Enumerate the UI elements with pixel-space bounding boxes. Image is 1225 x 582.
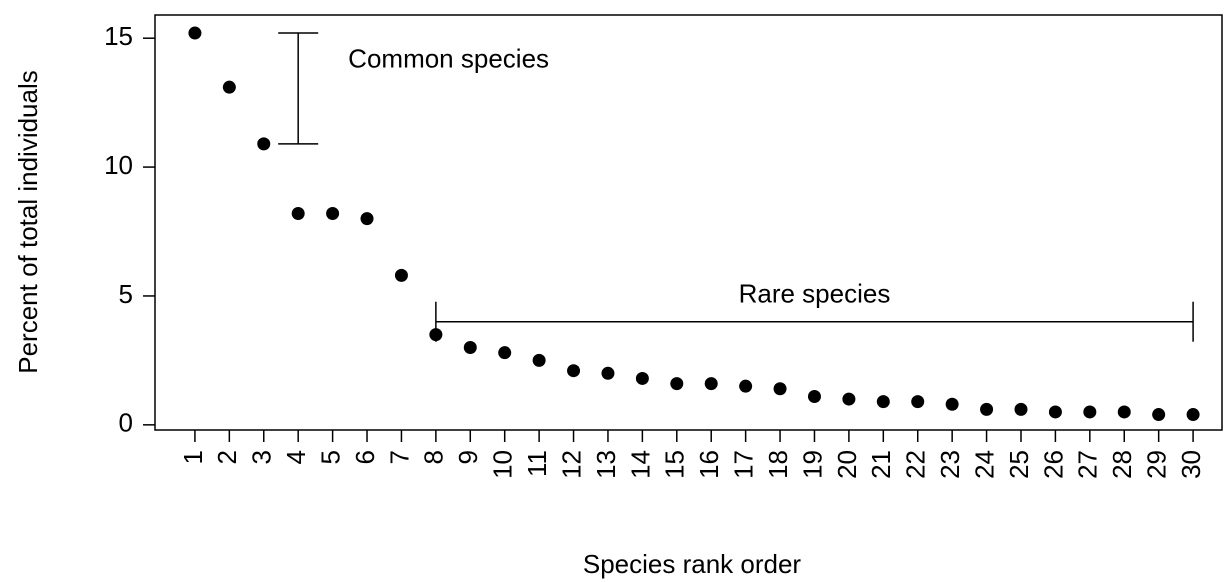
x-axis-label: Species rank order — [583, 549, 802, 579]
point — [326, 206, 340, 220]
point — [807, 389, 821, 403]
point — [1186, 408, 1200, 422]
point — [257, 137, 271, 151]
point — [532, 353, 546, 367]
x-tick-label: 4 — [281, 450, 311, 464]
x-tick-label: 25 — [1004, 450, 1034, 479]
point — [1083, 405, 1097, 419]
plot-frame — [154, 14, 1223, 431]
point — [360, 212, 374, 226]
x-tick-label: 26 — [1038, 450, 1068, 479]
x-tick-label: 7 — [384, 450, 414, 464]
point — [601, 366, 615, 380]
point — [291, 206, 305, 220]
point — [773, 382, 787, 396]
point — [222, 80, 236, 94]
x-tick-label: 29 — [1142, 450, 1172, 479]
x-tick-label: 14 — [625, 450, 655, 479]
point — [188, 26, 202, 40]
point — [842, 392, 856, 406]
point — [463, 341, 477, 355]
x-tick-label: 6 — [350, 450, 380, 464]
point — [635, 371, 649, 385]
x-tick-label: 22 — [901, 450, 931, 479]
point — [1048, 405, 1062, 419]
y-tick-label: 10 — [104, 150, 133, 180]
x-tick-label: 28 — [1107, 450, 1137, 479]
point — [945, 397, 959, 411]
point — [704, 377, 718, 391]
point — [1152, 408, 1166, 422]
y-tick-label: 0 — [119, 408, 133, 438]
y-axis-label: Percent of total individuals — [13, 70, 43, 374]
point — [1117, 405, 1131, 419]
y-tick-label: 15 — [104, 21, 133, 51]
x-tick-label: 21 — [866, 450, 896, 479]
x-tick-label: 30 — [1176, 450, 1206, 479]
point — [739, 379, 753, 393]
x-tick-label: 17 — [729, 450, 759, 479]
y-tick-label: 5 — [119, 279, 133, 309]
x-tick-label: 5 — [315, 450, 345, 464]
x-tick-label: 24 — [969, 450, 999, 479]
x-tick-label: 1 — [178, 450, 208, 464]
point — [567, 364, 581, 378]
annotation: Common species — [348, 43, 549, 73]
point — [980, 402, 994, 416]
annotation: Rare species — [739, 279, 891, 309]
x-tick-label: 23 — [935, 450, 965, 479]
x-tick-label: 13 — [591, 450, 621, 479]
point — [670, 377, 684, 391]
x-tick-label: 19 — [797, 450, 827, 479]
x-tick-label: 10 — [488, 450, 518, 479]
point — [394, 268, 408, 282]
x-tick-label: 18 — [763, 450, 793, 479]
x-tick-label: 16 — [694, 450, 724, 479]
point — [498, 346, 512, 360]
x-tick-label: 20 — [832, 450, 862, 479]
x-tick-label: 8 — [419, 450, 449, 464]
x-tick-label: 27 — [1073, 450, 1103, 479]
x-tick-label: 12 — [556, 450, 586, 479]
x-tick-label: 11 — [522, 450, 552, 477]
point — [911, 395, 925, 409]
x-tick-label: 3 — [247, 450, 277, 464]
x-tick-label: 2 — [212, 450, 242, 464]
x-tick-label: 15 — [660, 450, 690, 479]
point — [1014, 402, 1028, 416]
point — [876, 395, 890, 409]
x-tick-label: 9 — [453, 450, 483, 464]
